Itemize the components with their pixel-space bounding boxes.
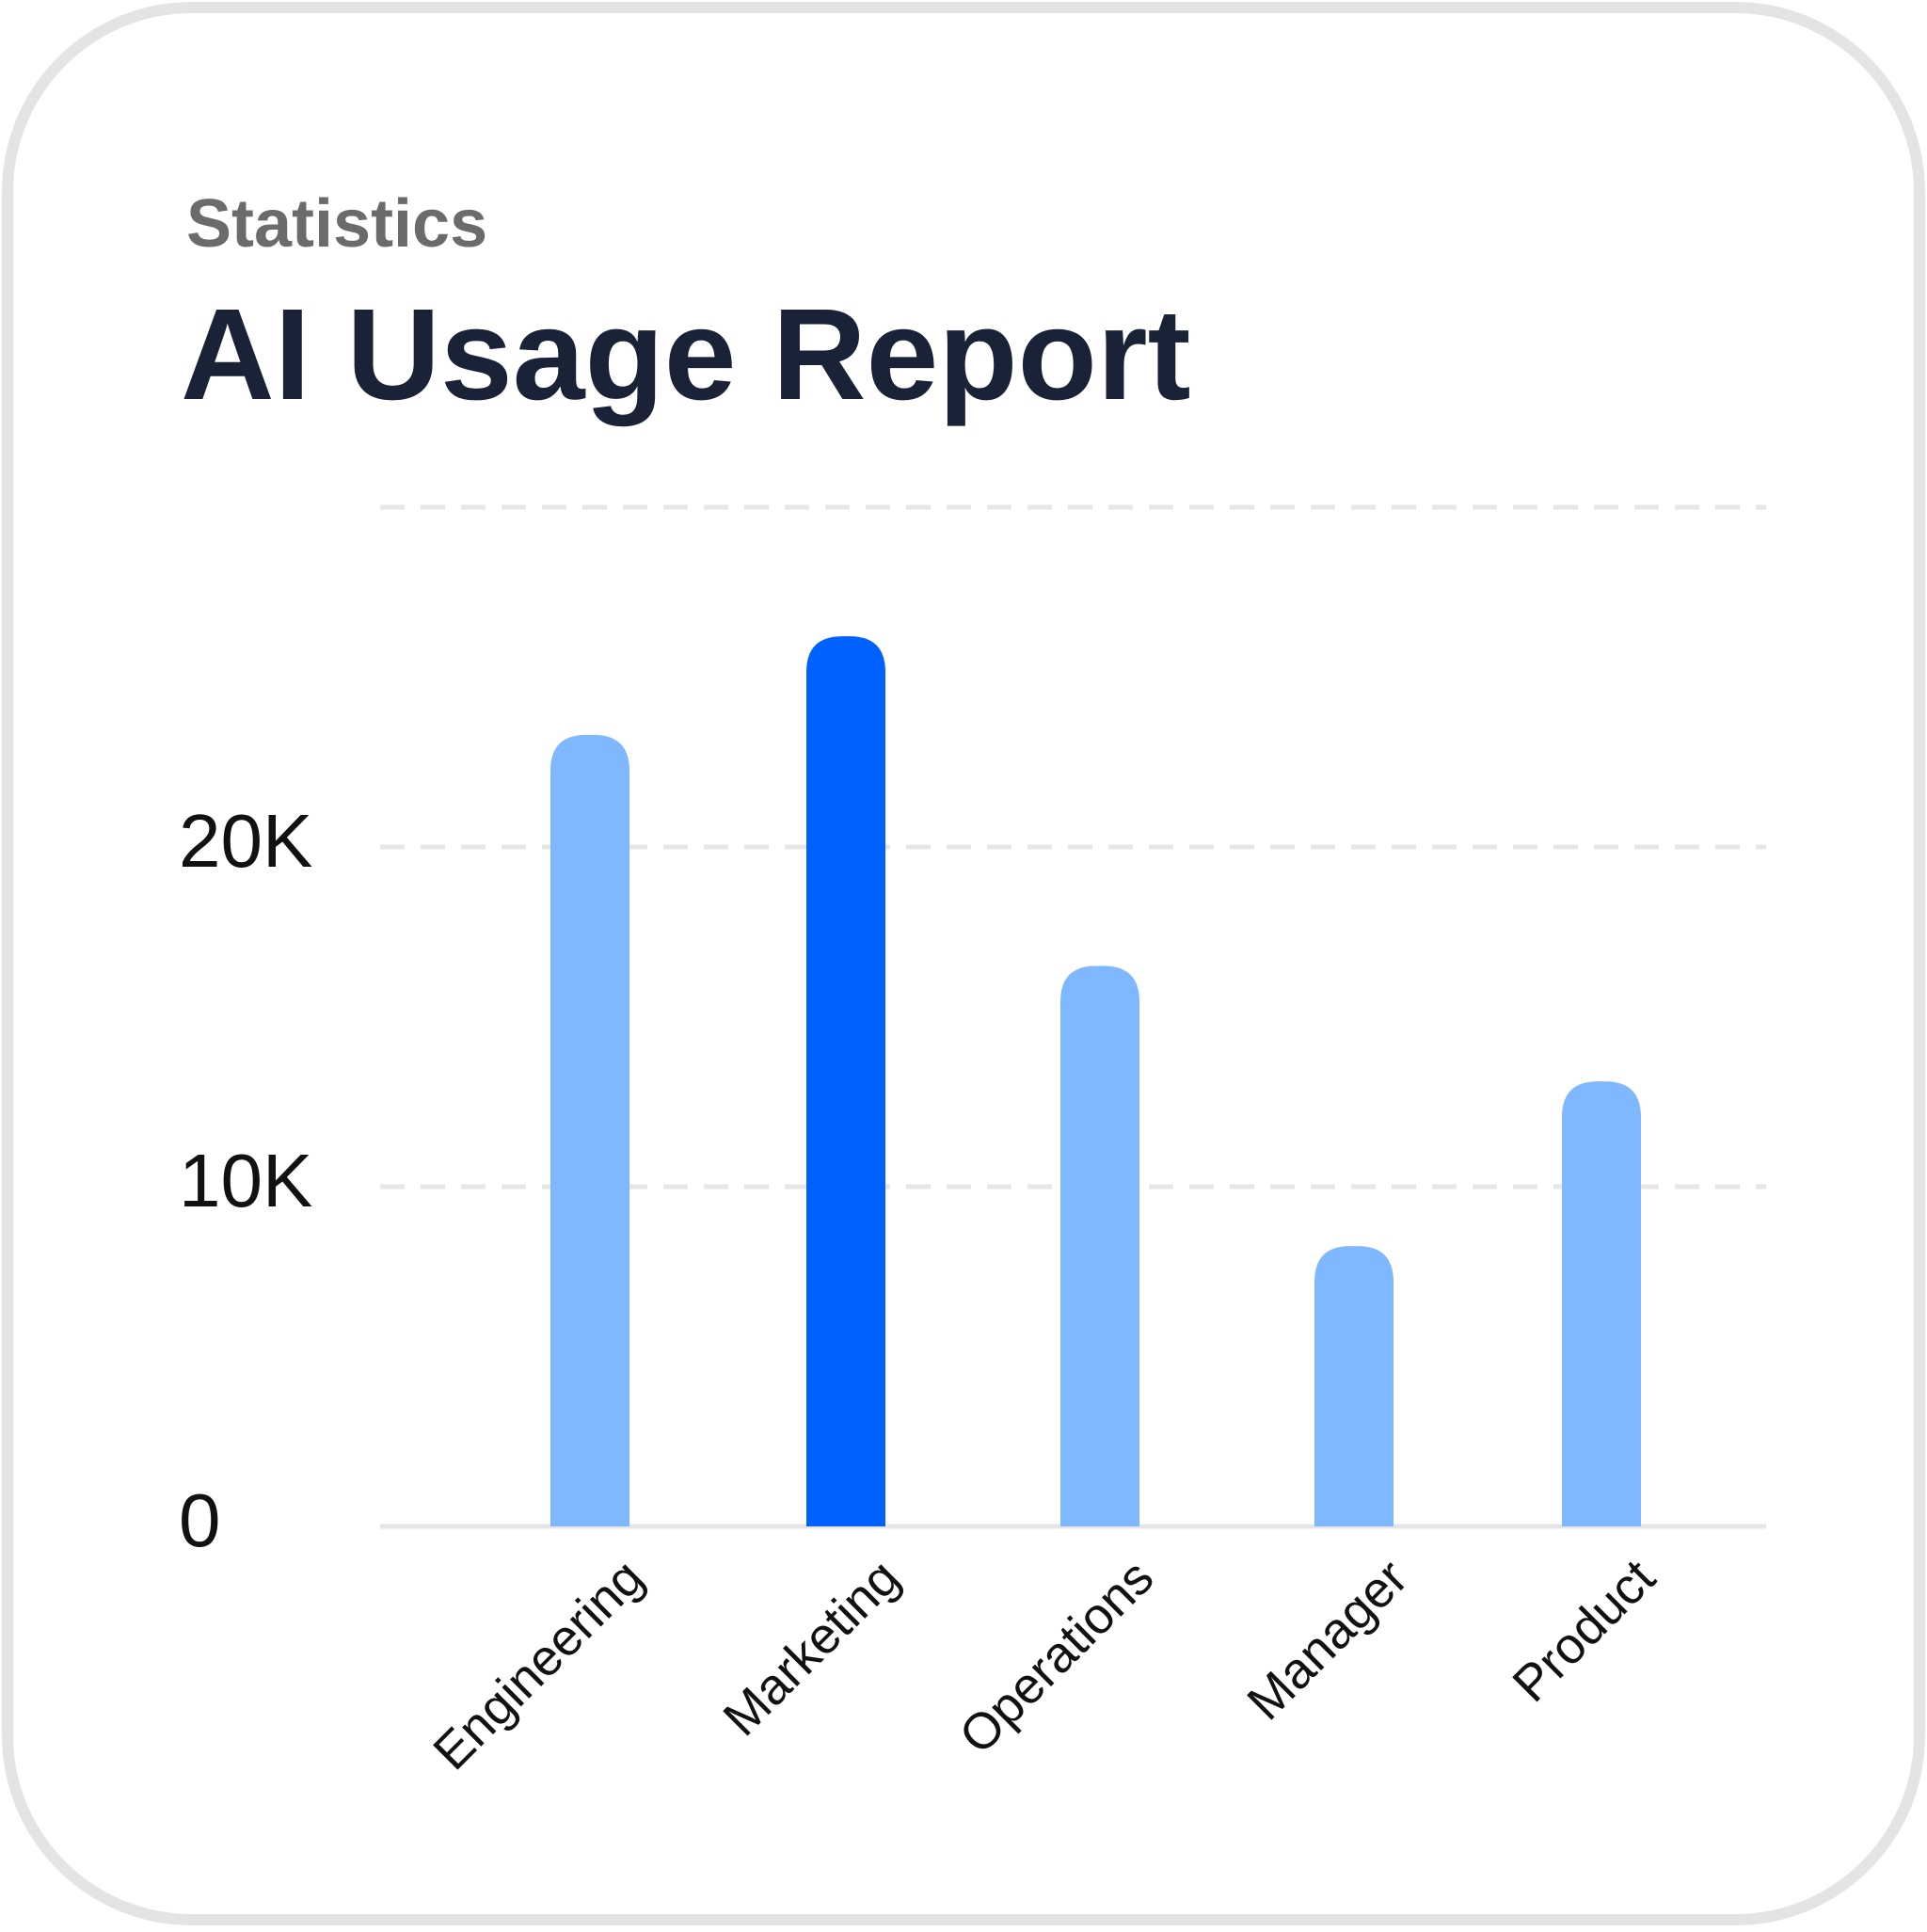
bar <box>806 636 885 1526</box>
y-tick-label: 10K <box>179 1139 312 1222</box>
y-tick-label: 20K <box>179 799 312 883</box>
chart-title: AI Usage Report <box>181 282 1191 427</box>
bar <box>550 734 629 1526</box>
bar <box>1562 1081 1641 1526</box>
bar <box>1060 966 1139 1526</box>
y-tick-label: 0 <box>179 1478 221 1562</box>
chart-subtitle: Statistics <box>186 186 487 262</box>
bar <box>1314 1246 1393 1526</box>
